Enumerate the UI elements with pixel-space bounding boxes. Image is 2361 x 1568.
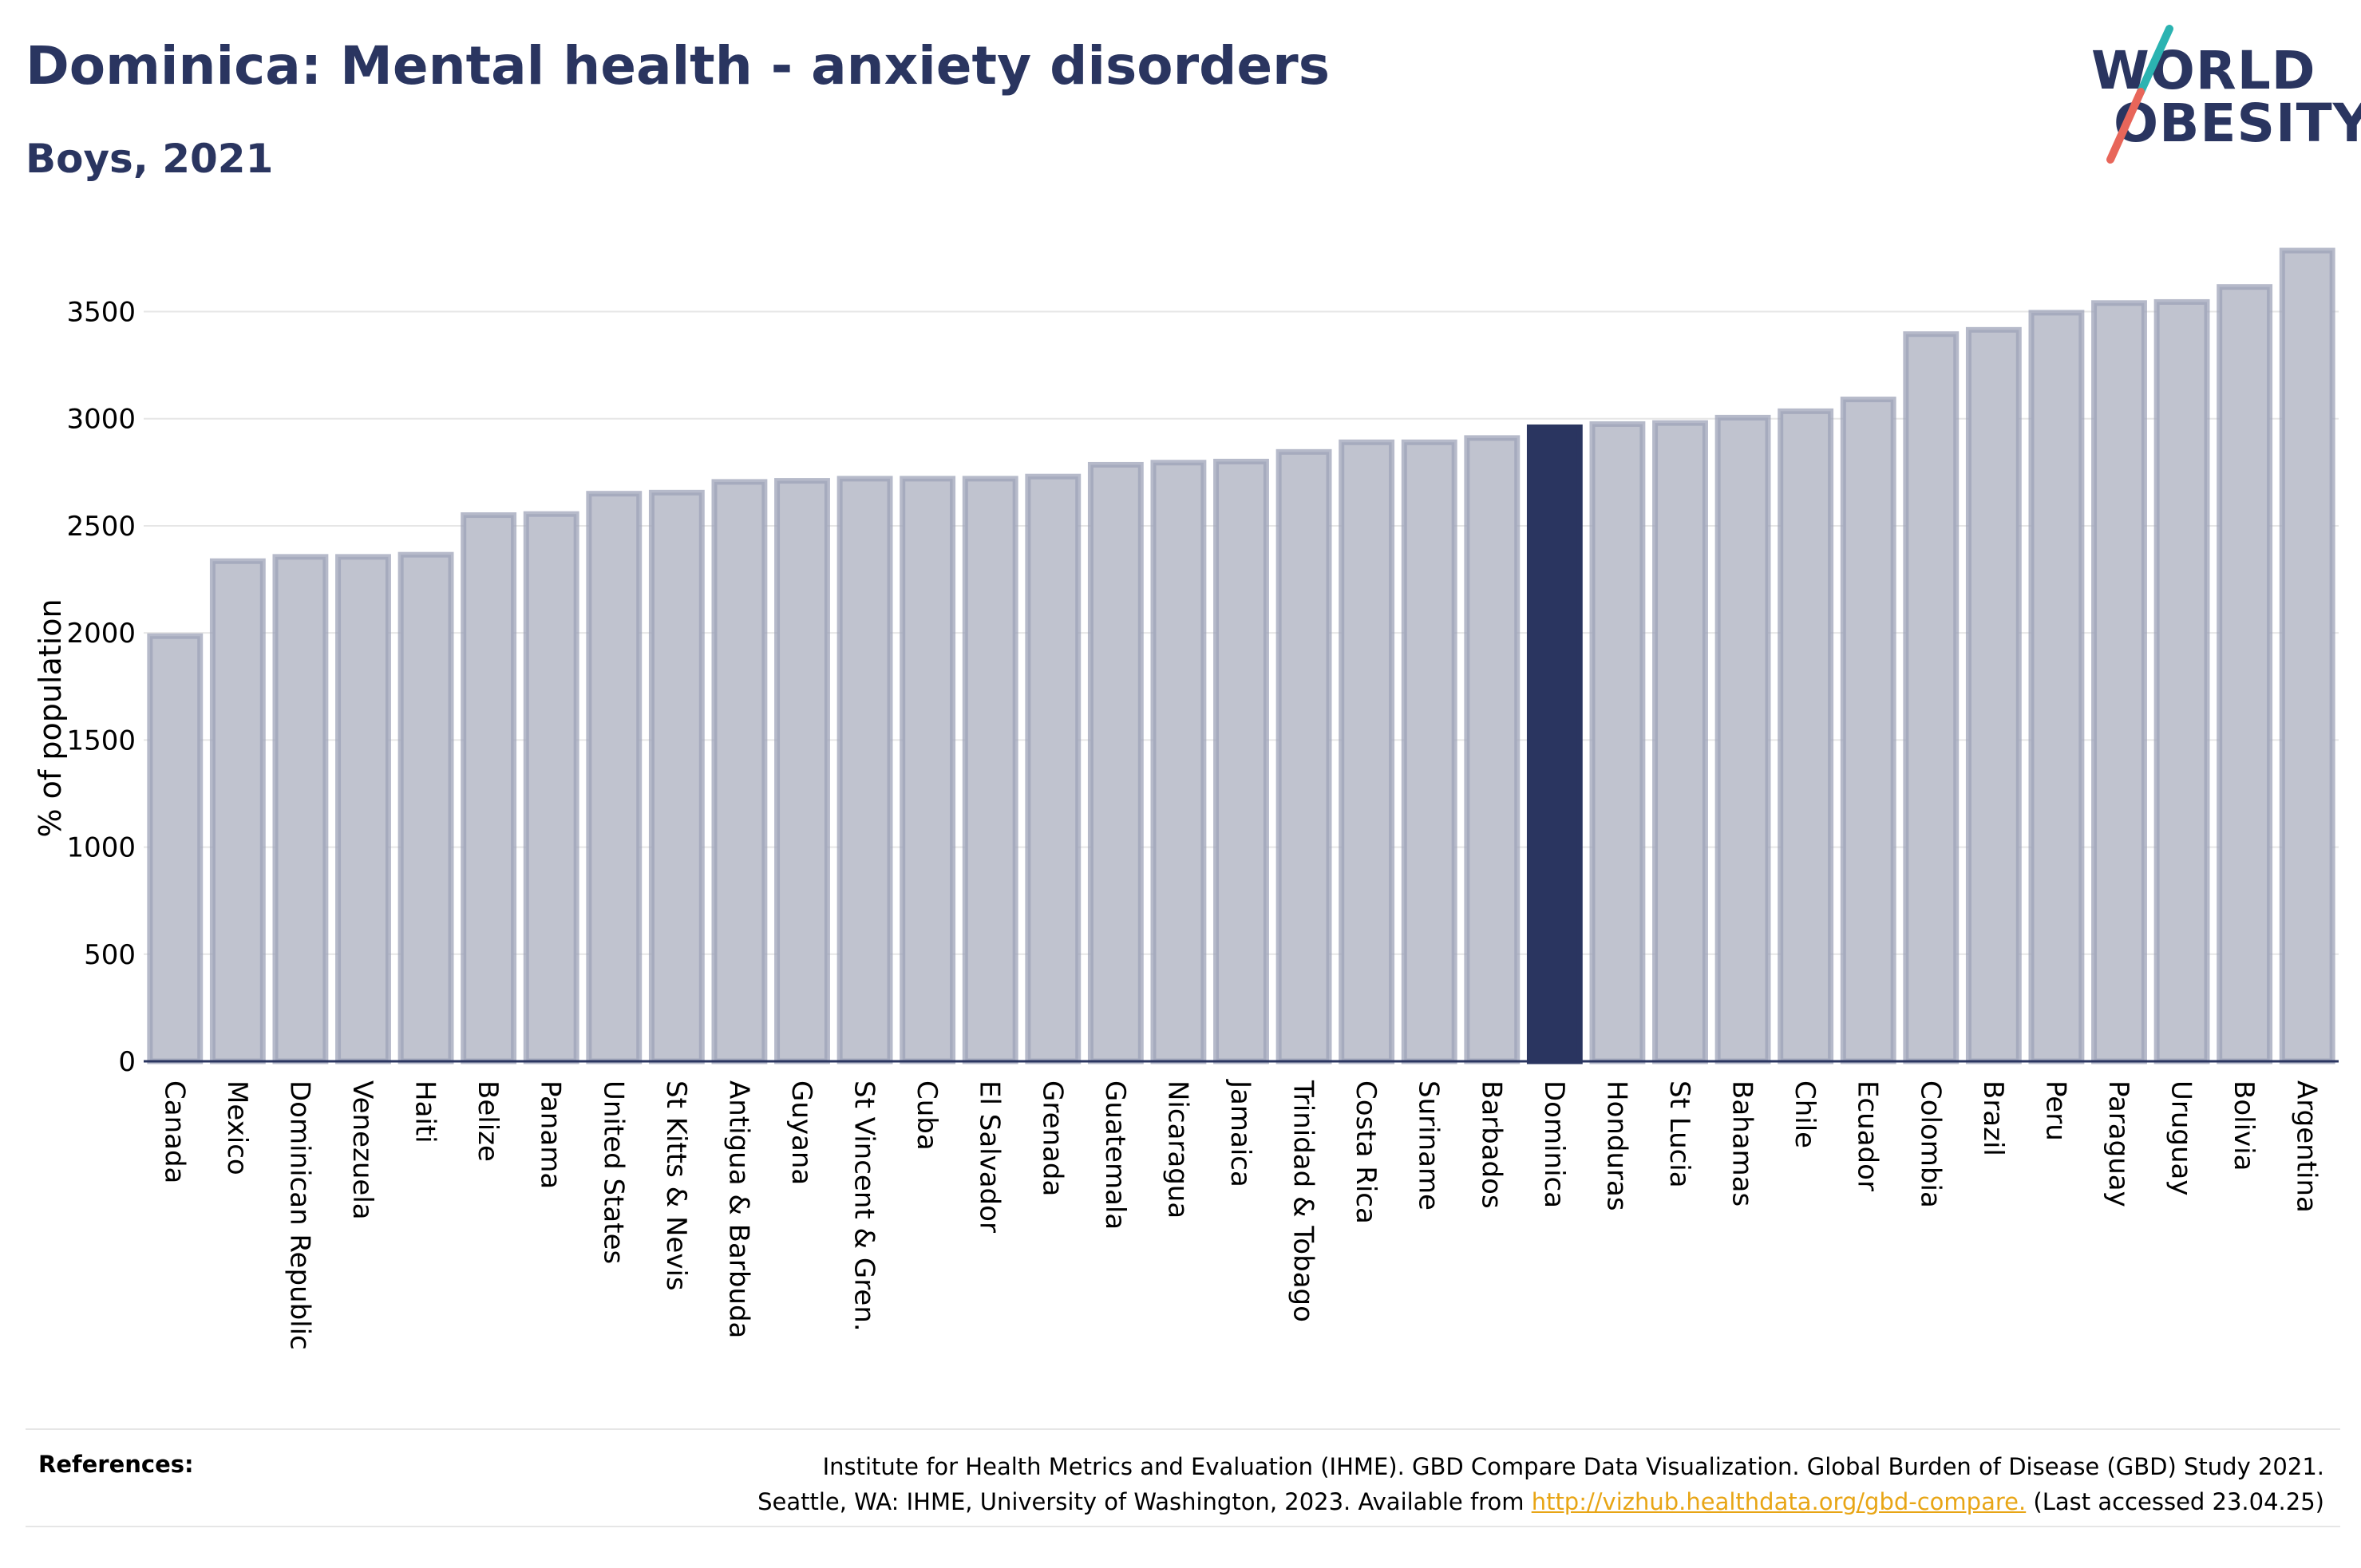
x-tick-label: Ecuador <box>1852 1080 1884 1191</box>
x-tick-label: Belize <box>472 1080 504 1162</box>
y-tick-label: 500 <box>84 939 136 971</box>
references-label: References: <box>38 1451 194 1478</box>
references-link[interactable]: http://vizhub.healthdata.org/gbd-compare… <box>1531 1488 2027 1515</box>
x-tick-label: Bolivia <box>2228 1080 2260 1171</box>
bar-suriname <box>1401 439 1457 1064</box>
bar-panama <box>523 511 579 1064</box>
bar-antigua-barbuda <box>711 479 768 1064</box>
bar-dominican-republic <box>272 554 329 1064</box>
bar-paraguay <box>2091 300 2147 1064</box>
bar-nicaragua <box>1150 460 1207 1064</box>
references-line-1: Institute for Health Metrics and Evaluat… <box>822 1453 2324 1480</box>
bar-brazil <box>1965 326 2022 1064</box>
logo-line-1: WORLD <box>2091 40 2316 101</box>
logo-slash-icon <box>2106 25 2173 164</box>
x-tick-label: Argentina <box>2291 1080 2323 1213</box>
x-tick-label: Honduras <box>1600 1080 1632 1211</box>
bar-ecuador <box>1840 397 1896 1064</box>
x-tick-label: St Lucia <box>1663 1080 1695 1188</box>
y-axis-label: % of population <box>33 598 68 837</box>
x-tick-label: Uruguay <box>2165 1080 2197 1196</box>
x-tick-label: Dominica <box>1538 1080 1570 1208</box>
x-tick-label: Trinidad & Tobago <box>1287 1080 1319 1322</box>
x-tick-label: Barbados <box>1475 1080 1507 1209</box>
x-tick-label: Jamaica <box>1224 1079 1256 1187</box>
bar-peru <box>2028 310 2085 1064</box>
x-tick-label: Canada <box>158 1080 190 1183</box>
bar-argentina <box>2279 247 2335 1064</box>
y-tick-label: 2000 <box>66 618 136 650</box>
bar-st-kitts-nevis <box>648 489 705 1064</box>
x-tick-label: St Kitts & Nevis <box>660 1080 692 1291</box>
bar-guyana <box>774 478 830 1064</box>
bar-honduras <box>1589 421 1646 1064</box>
bar-chart: 0 500 1000 1500 2000 2500 3000 3500 Canada Mexico… <box>33 247 2339 1350</box>
x-tick-label: Antigua & Barbuda <box>722 1080 754 1338</box>
x-tick-label: Nicaragua <box>1161 1080 1193 1218</box>
y-tick-label: 3500 <box>66 297 136 329</box>
references-line-2-suffix: (Last accessed 23.04.25) <box>2026 1488 2324 1515</box>
y-tick-label: 1000 <box>66 832 136 864</box>
x-tick-label: Panama <box>535 1080 567 1189</box>
references-line-2-prefix: Seattle, WA: IHME, University of Washing… <box>757 1488 1532 1515</box>
bar-el-salvador <box>962 476 1018 1064</box>
chart-title: Dominica: Mental health - anxiety disord… <box>26 35 1330 97</box>
bar-guatemala <box>1087 461 1144 1064</box>
x-tick-label: Chile <box>1789 1080 1821 1148</box>
bar-haiti <box>397 551 454 1064</box>
x-tick-label: Costa Rica <box>1350 1080 1382 1224</box>
logo-slash-top <box>2137 25 2173 96</box>
x-tick-label: Haiti <box>409 1080 441 1143</box>
x-tick-label: Guyana <box>785 1080 817 1185</box>
y-tick-label: 0 <box>118 1046 136 1078</box>
logo-slash-bottom <box>2106 88 2145 164</box>
bar-cuba <box>900 476 956 1064</box>
bar-united-states <box>586 491 643 1064</box>
bar-colombia <box>1903 331 1960 1064</box>
x-tick-label: Grenada <box>1036 1080 1068 1196</box>
y-tick-label: 1500 <box>66 725 136 756</box>
bar-belize <box>461 512 517 1064</box>
bar-mexico <box>209 558 266 1064</box>
world-obesity-logo: WORLD OBESITY <box>2075 24 2361 168</box>
x-tick-label: Brazil <box>1977 1080 2009 1156</box>
x-tick-label: Cuba <box>911 1080 943 1151</box>
x-tick-label: United States <box>597 1080 629 1264</box>
bar-dominica <box>1526 424 1583 1064</box>
bar-trinidad-tobago <box>1275 448 1332 1064</box>
x-tick-label: St Vincent & Gren. <box>848 1080 880 1332</box>
references-line-2: Seattle, WA: IHME, University of Washing… <box>757 1484 2324 1519</box>
x-tick-label: Bahamas <box>1726 1080 1758 1207</box>
x-tick-label: Dominican Republic <box>283 1080 315 1350</box>
x-tick-label: Paraguay <box>2102 1080 2134 1207</box>
bar-bolivia <box>2217 284 2273 1064</box>
references-text: Institute for Health Metrics and Evaluat… <box>757 1449 2324 1519</box>
x-tick-label: Colombia <box>1914 1080 1946 1208</box>
x-tick-label: Mexico <box>221 1080 253 1175</box>
bar-bahamas <box>1714 414 1771 1064</box>
bar-chile <box>1778 408 1834 1064</box>
x-tick-label: Suriname <box>1413 1080 1445 1211</box>
bar-uruguay <box>2153 298 2210 1064</box>
bar-st-vincent-gren- <box>836 476 893 1064</box>
bar-venezuela <box>335 554 391 1064</box>
logo-line-2: OBESITY <box>2114 93 2361 154</box>
x-tick-label: El Salvador <box>974 1080 1006 1233</box>
x-tick-label: Peru <box>2039 1080 2071 1141</box>
references-top-rule <box>26 1428 2340 1430</box>
x-tick-label: Venezuela <box>346 1080 378 1220</box>
bar-st-lucia <box>1652 420 1708 1064</box>
y-tick-label: 3000 <box>66 404 136 436</box>
bar-grenada <box>1025 473 1082 1064</box>
x-tick-label: Guatemala <box>1099 1080 1131 1230</box>
chart-subtitle: Boys, 2021 <box>26 136 274 182</box>
references-bottom-rule <box>26 1526 2340 1527</box>
bar-canada <box>147 633 204 1064</box>
y-tick-label: 2500 <box>66 511 136 543</box>
bar-barbados <box>1464 435 1521 1064</box>
bar-costa-rica <box>1339 439 1395 1064</box>
bar-jamaica <box>1213 458 1269 1064</box>
